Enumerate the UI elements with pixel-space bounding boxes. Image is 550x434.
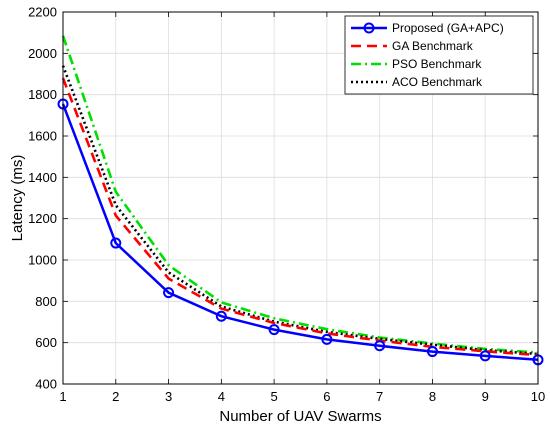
data-point-0 [268, 324, 280, 336]
data-point-0 [479, 350, 491, 362]
y-tick-label: 600 [35, 335, 57, 350]
legend-marker-proposed [363, 22, 375, 34]
series-line-0 [61, 103, 539, 362]
x-tick-label: 1 [59, 389, 66, 404]
legend-entry-aco: ACO Benchmark [351, 75, 483, 89]
x-tick-label: 7 [376, 389, 383, 404]
legend-label-proposed: Proposed (GA+APC) [392, 21, 504, 35]
series-lines [57, 35, 544, 366]
axis-ticks: 1 2 3 4 5 6 7 8 9 10 400 600 800 1000 1200 1400 1600 1800… [28, 5, 545, 405]
legend-entry-proposed: Proposed (GA+APC) [351, 21, 504, 35]
y-tick-label: 2200 [28, 5, 57, 20]
data-point-0 [426, 346, 438, 358]
x-axis-title: Number of UAV Swarms [219, 408, 381, 425]
legend-entry-ga: GA Benchmark [351, 39, 474, 53]
y-tick-label: 1200 [28, 211, 57, 226]
y-tick-label: 1400 [28, 170, 57, 185]
y-tick-label: 1000 [28, 253, 57, 268]
data-point-0 [321, 333, 333, 345]
series-line-1 [61, 77, 539, 357]
series-line-3 [61, 65, 539, 356]
data-point-0 [163, 287, 175, 299]
y-tick-label: 1600 [28, 129, 57, 144]
x-tick-label: 3 [165, 389, 172, 404]
legend-label-pso: PSO Benchmark [392, 57, 482, 71]
legend-label-aco: ACO Benchmark [392, 75, 483, 89]
x-tick-label: 4 [218, 389, 225, 404]
y-tick-label: 1800 [28, 87, 57, 102]
data-point-0 [374, 340, 386, 352]
legend-label-ga: GA Benchmark [392, 39, 474, 53]
x-tick-label: 8 [429, 389, 436, 404]
y-tick-label: 400 [35, 377, 57, 392]
y-axis-title: Latency (ms) [9, 155, 26, 242]
legend: Proposed (GA+APC) GA Benchmark PSO Bench… [344, 15, 534, 95]
plot-frame [62, 11, 539, 385]
x-tick-label: 2 [112, 389, 119, 404]
x-tick-label: 6 [323, 389, 330, 404]
legend-entry-pso: PSO Benchmark [351, 57, 482, 71]
y-tick-label: 800 [35, 294, 57, 309]
x-tick-label: 9 [482, 389, 489, 404]
x-tick-label: 10 [531, 389, 545, 404]
series-line-2 [61, 35, 539, 354]
x-tick-label: 5 [270, 389, 277, 404]
data-point-0 [215, 310, 227, 322]
y-tick-label: 2000 [28, 46, 57, 61]
data-point-0 [110, 237, 122, 249]
